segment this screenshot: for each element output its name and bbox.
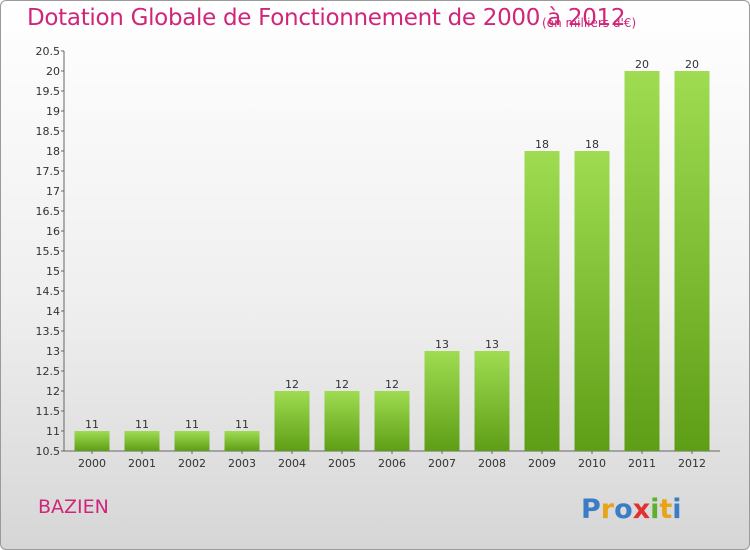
- y-tick-label: 11: [46, 425, 60, 438]
- y-tick-label: 18: [46, 145, 60, 158]
- data-label-2001: 11: [135, 418, 149, 431]
- x-tick-label: 2005: [328, 457, 356, 470]
- svg-text:Proxiti: Proxiti: [581, 494, 682, 525]
- x-tick-label: 2012: [678, 457, 706, 470]
- data-label-2009: 18: [535, 138, 549, 151]
- x-tick-label: 2000: [78, 457, 106, 470]
- y-tick-label: 11.5: [36, 405, 61, 418]
- y-tick-label: 20.5: [36, 45, 61, 58]
- y-tick-label: 19.5: [36, 85, 61, 98]
- commune-name: BAZIEN: [38, 496, 109, 518]
- data-label-2005: 12: [335, 378, 349, 391]
- x-tick-label: 2010: [578, 457, 606, 470]
- data-label-2003: 11: [235, 418, 249, 431]
- x-tick-label: 2007: [428, 457, 456, 470]
- bar-2003: [224, 431, 260, 451]
- chart-title: Dotation Globale de Fonctionnement de 20…: [27, 5, 626, 31]
- y-tick-label: 12.5: [36, 365, 61, 378]
- data-label-2006: 12: [385, 378, 399, 391]
- y-tick-label: 13.5: [36, 325, 61, 338]
- x-axis-ticks: 2000 2001 2002 2003 2004 2005 2006 2007 2008 2009…: [78, 451, 706, 470]
- bar-2007: [424, 351, 460, 451]
- y-tick-label: 14.5: [36, 285, 61, 298]
- x-tick-label: 2004: [278, 457, 306, 470]
- x-tick-label: 2011: [628, 457, 656, 470]
- bar-2004: [274, 391, 310, 451]
- data-label-2007: 13: [435, 338, 449, 351]
- x-tick-label: 2006: [378, 457, 406, 470]
- x-tick-label: 2009: [528, 457, 556, 470]
- bar-2010: [574, 151, 610, 451]
- bar-2006: [374, 391, 410, 451]
- y-axis-ticks: 10.5 11 11.5 12 12.5 13 13.5 14 14.5 15 15.5 16 16.5…: [36, 45, 64, 458]
- y-tick-label: 15: [46, 265, 60, 278]
- y-tick-label: 14: [46, 305, 60, 318]
- bar-2001: [124, 431, 160, 451]
- bar-2002: [174, 431, 210, 451]
- y-tick-label: 18.5: [36, 125, 61, 138]
- y-tick-label: 15.5: [36, 245, 61, 258]
- bars: 11 11 11 11 12 12 12 13 13 18 18 20 20: [74, 58, 710, 451]
- y-tick-label: 12: [46, 385, 60, 398]
- bar-2008: [474, 351, 510, 451]
- bar-2011: [624, 71, 660, 451]
- data-label-2012: 20: [685, 58, 699, 71]
- x-tick-label: 2003: [228, 457, 256, 470]
- bar-2012: [674, 71, 710, 451]
- data-label-2011: 20: [635, 58, 649, 71]
- data-label-2004: 12: [285, 378, 299, 391]
- data-label-2010: 18: [585, 138, 599, 151]
- y-tick-label: 19: [46, 105, 60, 118]
- x-tick-label: 2001: [128, 457, 156, 470]
- data-label-2002: 11: [185, 418, 199, 431]
- y-tick-label: 16.5: [36, 205, 61, 218]
- y-tick-label: 20: [46, 65, 60, 78]
- y-tick-label: 10.5: [36, 445, 61, 458]
- data-label-2008: 13: [485, 338, 499, 351]
- proxiti-logo: Proxiti: [581, 494, 682, 525]
- y-tick-label: 17: [46, 185, 60, 198]
- unit-label: (en milliers d'€): [542, 16, 637, 30]
- y-tick-label: 13: [46, 345, 60, 358]
- y-tick-label: 16: [46, 225, 60, 238]
- x-tick-label: 2002: [178, 457, 206, 470]
- bar-2005: [324, 391, 360, 451]
- bar-2000: [74, 431, 110, 451]
- x-tick-label: 2008: [478, 457, 506, 470]
- bar-2009: [524, 151, 560, 451]
- y-tick-label: 17.5: [36, 165, 61, 178]
- data-label-2000: 11: [85, 418, 99, 431]
